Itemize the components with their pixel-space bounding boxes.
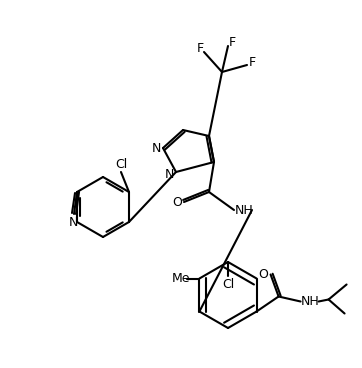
Text: F: F <box>228 35 236 49</box>
Text: O: O <box>172 195 182 209</box>
Text: NH: NH <box>301 295 320 308</box>
Text: F: F <box>248 56 256 68</box>
Text: Cl: Cl <box>115 158 127 170</box>
Text: NH: NH <box>235 204 253 216</box>
Text: N: N <box>164 167 174 180</box>
Text: F: F <box>197 42 203 54</box>
Text: N: N <box>151 142 161 155</box>
Text: Me: Me <box>172 272 191 285</box>
Text: N: N <box>68 216 78 229</box>
Text: O: O <box>258 268 269 281</box>
Text: Cl: Cl <box>222 277 234 290</box>
